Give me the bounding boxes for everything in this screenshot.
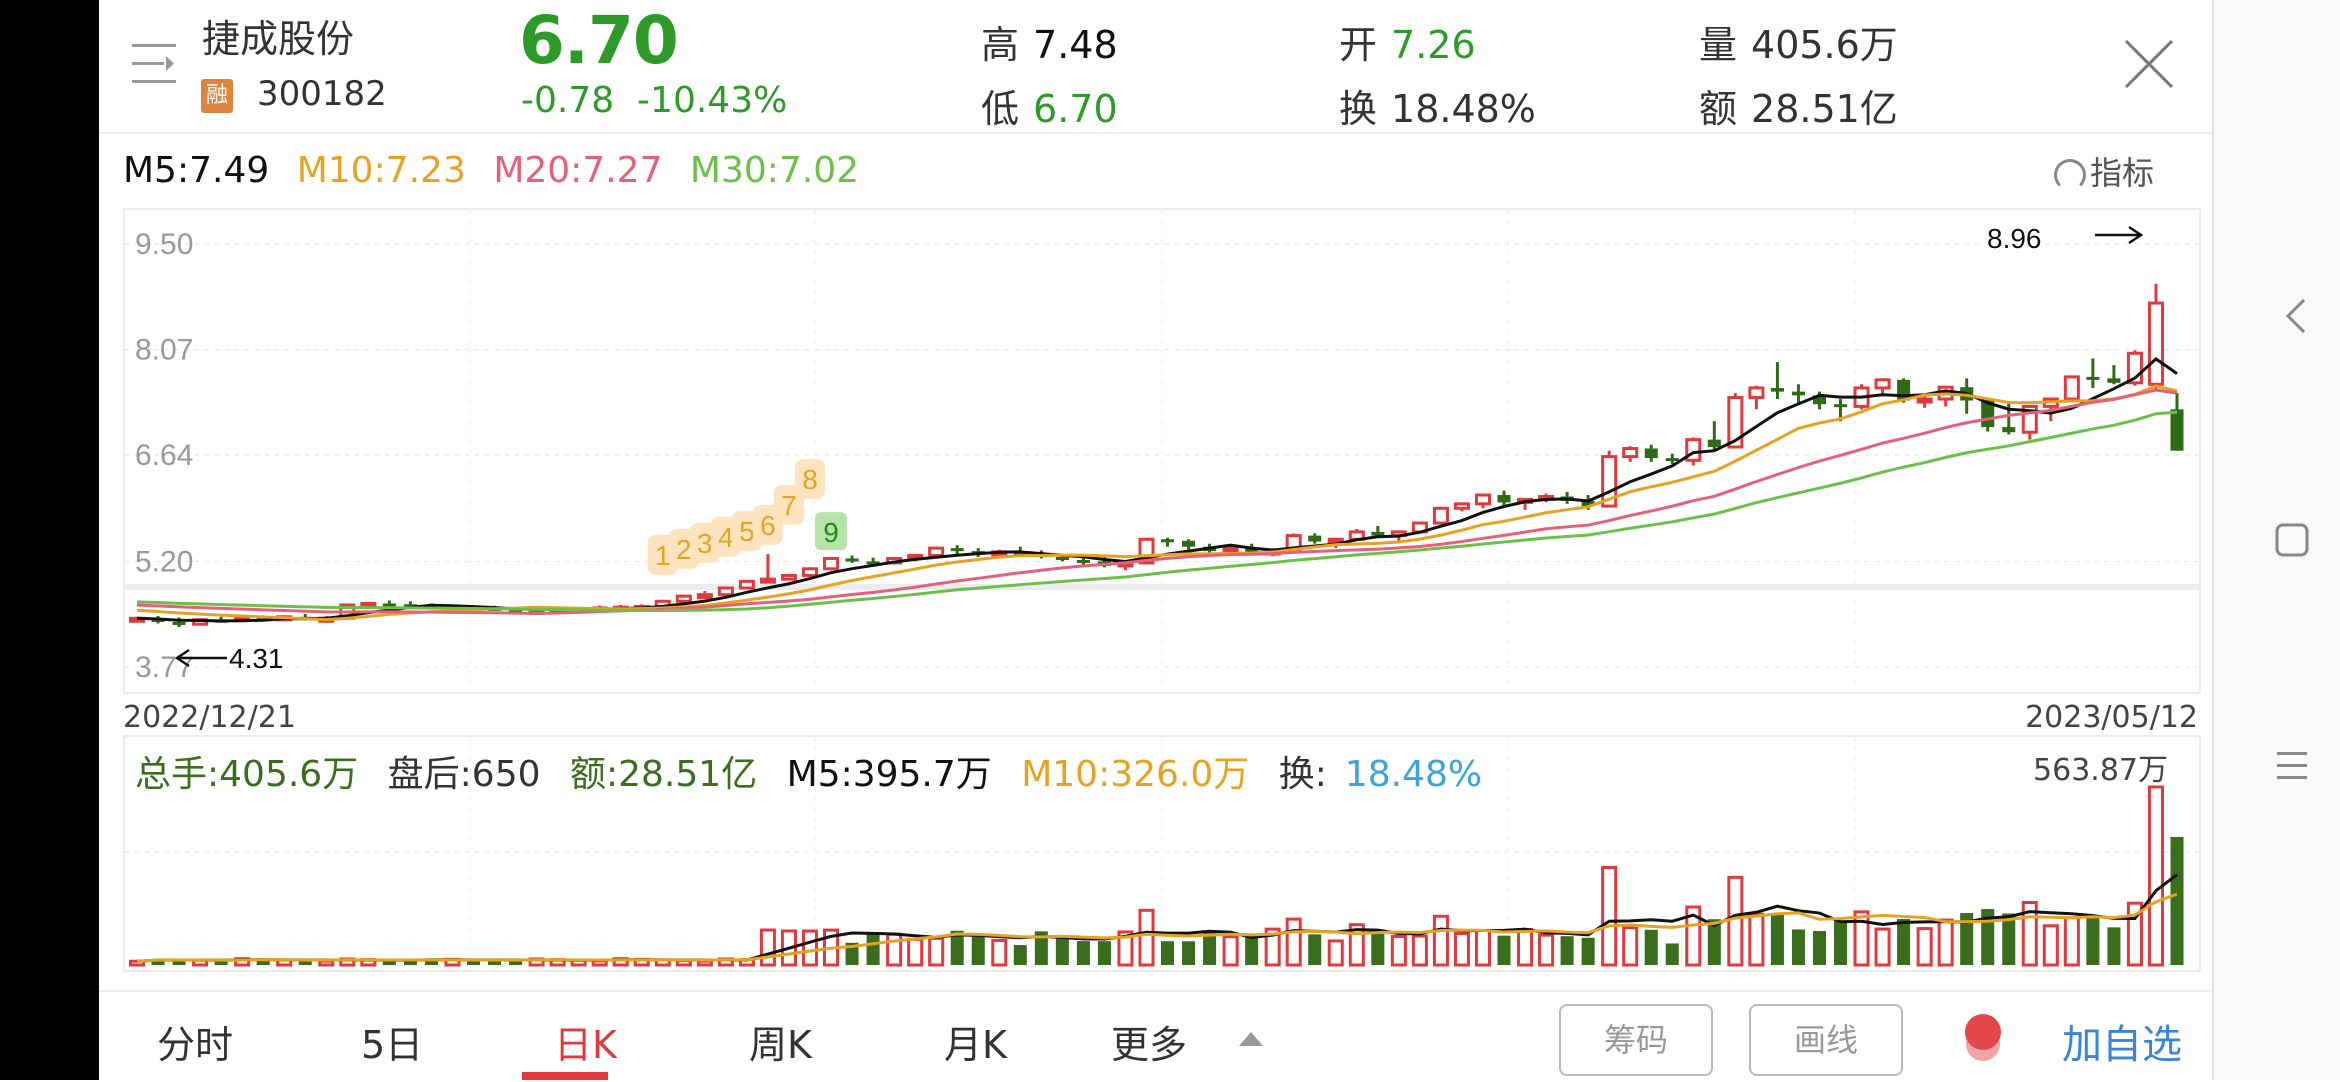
current-price: 6.70	[519, 2, 679, 79]
end-date: 2023/05/12	[2025, 700, 2198, 735]
stat-high: 高 7.48	[981, 23, 1118, 67]
volume-ma5: M5:395.7万	[786, 754, 992, 795]
start-date: 2022/12/21	[123, 700, 296, 735]
change-percent: -10.43%	[637, 80, 788, 121]
volume-max-label: 563.87万	[2033, 753, 2168, 788]
record-dot-icon[interactable]	[1963, 1012, 2003, 1064]
left-black-strip	[0, 0, 99, 1080]
svg-text:5.20: 5.20	[135, 545, 193, 578]
tab-intraday[interactable]: 分时	[157, 1023, 234, 1067]
indicator-button[interactable]: 指标	[2054, 148, 2154, 194]
price-change: -0.78 -10.43%	[521, 80, 787, 121]
svg-text:6: 6	[760, 510, 776, 541]
home-square-icon[interactable]	[2272, 520, 2312, 560]
svg-text:6.64: 6.64	[135, 439, 193, 472]
stock-code: 300182	[257, 74, 387, 114]
svg-text:4.31: 4.31	[229, 643, 284, 674]
svg-text:9.50: 9.50	[135, 228, 193, 261]
after-hours-volume: 盘后:650	[387, 754, 541, 795]
ma10-label: M10:7.23	[296, 150, 466, 191]
svg-text:8.96: 8.96	[1987, 223, 2042, 254]
svg-text:3.77: 3.77	[135, 651, 193, 684]
price-chart[interactable]: 9.50 8.07 6.64 5.20 3.77 1 2 3 4 5 6 7 8 9 8.96 4.31	[123, 208, 2201, 694]
caret-up-icon[interactable]	[1239, 1032, 1263, 1046]
chips-button[interactable]: 筹码	[1559, 1004, 1713, 1076]
margin-trading-badge: 融	[201, 79, 233, 113]
volume-plot	[125, 737, 2199, 970]
stock-name: 捷成股份	[202, 17, 355, 61]
stock-kline-screen: 捷成股份 融 300182 6.70 -0.78 -10.43% 高 7.48 低…	[99, 0, 2212, 1080]
menu-arrow-icon[interactable]	[132, 44, 178, 84]
volume-ma10: M10:326.0万	[1021, 754, 1250, 795]
ma-legend: M5:7.49 M10:7.23 M20:7.27 M30:7.02	[123, 150, 875, 191]
ma5-label: M5:7.49	[123, 150, 270, 191]
active-tab-indicator	[522, 1072, 608, 1080]
total-volume: 总手:405.6万	[135, 754, 359, 795]
stat-low: 低 6.70	[981, 87, 1118, 131]
tab-weekly-k[interactable]: 周K	[749, 1023, 812, 1067]
gauge-icon	[2054, 159, 2086, 191]
draw-line-button[interactable]: 画线	[1749, 1004, 1903, 1076]
volume-legend: 总手:405.6万 盘后:650 额:28.51亿 M5:395.7万 M10:…	[135, 745, 1518, 797]
stat-turnover: 换 18.48%	[1339, 87, 1536, 131]
svg-text:8.07: 8.07	[135, 334, 193, 367]
volume-chart[interactable]	[123, 735, 2201, 972]
tab-more[interactable]: 更多	[1111, 1023, 1188, 1067]
svg-text:3: 3	[697, 528, 713, 559]
system-navigation-bar	[2212, 0, 2340, 1080]
svg-text:1: 1	[655, 540, 671, 571]
close-icon[interactable]	[2123, 38, 2175, 90]
svg-text:8: 8	[802, 464, 818, 495]
tab-daily-k[interactable]: 日K	[554, 1023, 617, 1067]
tab-5day[interactable]: 5日	[361, 1023, 424, 1067]
svg-text:7: 7	[781, 490, 797, 521]
stat-open: 开 7.26	[1339, 23, 1476, 67]
volume-amount: 额:28.51亿	[569, 754, 758, 795]
svg-text:4: 4	[718, 522, 734, 553]
ma30-label: M30:7.02	[689, 150, 860, 191]
change-value: -0.78	[521, 80, 615, 121]
tab-monthly-k[interactable]: 月K	[944, 1023, 1007, 1067]
stat-amount: 额 28.51亿	[1699, 87, 1898, 131]
svg-text:9: 9	[823, 517, 839, 548]
quote-header: 捷成股份 融 300182 6.70 -0.78 -10.43% 高 7.48 低…	[99, 0, 2212, 134]
svg-text:2: 2	[676, 534, 692, 565]
recent-apps-menu-icon[interactable]	[2272, 746, 2312, 786]
ma20-label: M20:7.27	[493, 150, 663, 191]
svg-text:5: 5	[739, 516, 755, 547]
back-icon[interactable]	[2276, 296, 2316, 336]
period-tab-bar: 分时 5日 日K 周K 月K 更多 筹码 画线 加自选	[99, 990, 2212, 1082]
stat-volume: 量 405.6万	[1699, 23, 1898, 67]
volume-turnover: 换: 18.48%	[1278, 754, 1483, 795]
add-to-watchlist-button[interactable]: 加自选	[2062, 1022, 2182, 1068]
